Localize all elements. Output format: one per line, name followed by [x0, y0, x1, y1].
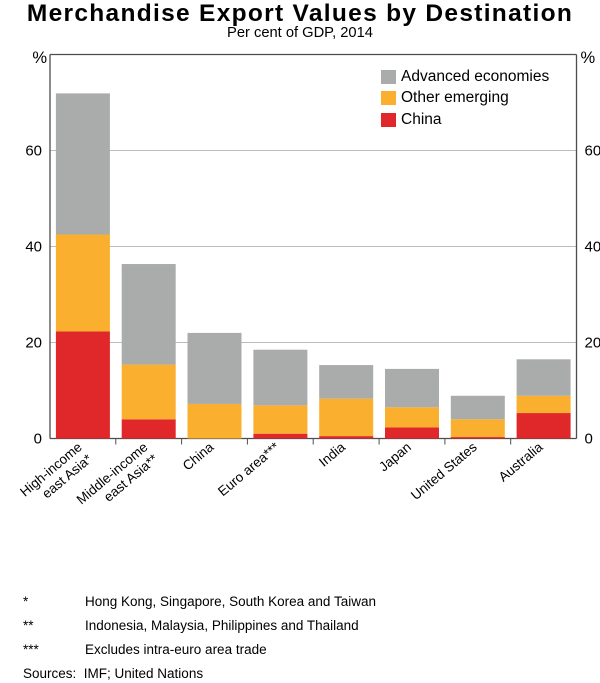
- svg-text:40: 40: [25, 239, 42, 256]
- svg-text:India: India: [316, 439, 348, 470]
- svg-text:China: China: [180, 439, 217, 473]
- svg-text:United States: United States: [408, 439, 480, 503]
- svg-text:0: 0: [585, 431, 593, 448]
- svg-text:60: 60: [585, 143, 600, 160]
- svg-text:Middle-incomeeast Asia**: Middle-incomeeast Asia**: [74, 439, 161, 519]
- svg-text:Japan: Japan: [376, 439, 414, 474]
- svg-text:40: 40: [585, 239, 600, 256]
- svg-text:Euro area***: Euro area***: [215, 439, 283, 499]
- svg-text:0: 0: [34, 431, 42, 448]
- svg-text:%: %: [32, 49, 47, 67]
- svg-text:20: 20: [25, 335, 42, 352]
- svg-text:Australia: Australia: [496, 439, 546, 485]
- svg-text:%: %: [581, 49, 596, 67]
- svg-text:20: 20: [585, 335, 600, 352]
- svg-text:60: 60: [25, 143, 42, 160]
